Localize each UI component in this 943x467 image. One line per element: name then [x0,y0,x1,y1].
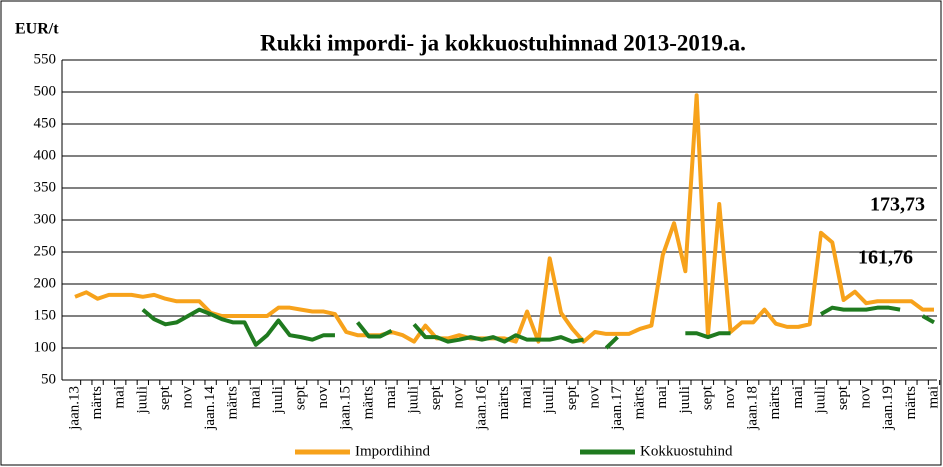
x-tick-label: juuli [270,386,286,415]
x-tick-label: sept [564,385,580,410]
x-tick-label: mai [247,386,263,409]
x-tick-label: sept [157,385,173,410]
legend-label: Kokkuostuhind [640,443,733,459]
x-tick-label: sept [835,385,851,410]
x-tick-label: märts [496,386,512,419]
annotation: 161,76 [858,247,913,269]
x-tick-label: juuli [406,386,422,415]
y-tick-label: 50 [41,371,56,387]
x-tick-label: sept [292,385,308,410]
legend-label: Impordihind [355,443,430,459]
x-tick-label: nov [315,386,331,409]
x-tick-label: mai [112,386,128,409]
y-tick-label: 200 [34,275,57,291]
x-tick-label: mai [790,386,806,409]
x-tick-label: märts [903,386,919,419]
x-tick-label: nov [722,386,738,409]
y-tick-label: 150 [34,307,57,323]
x-tick-label: juuli [134,386,150,415]
y-axis-label: EUR/t [15,21,59,38]
x-tick-label: jaan.18 [745,386,761,431]
series-line [74,93,934,344]
x-tick-label: jaan.14 [202,386,218,431]
x-tick-label: mai [383,386,399,409]
x-tick-label: märts [360,386,376,419]
x-tick-label: sept [428,385,444,410]
x-tick-label: sept [699,385,715,410]
x-tick-label: jaan.16 [473,386,489,431]
chart-title: Rukki impordi- ja kokkuostuhinnad 2013-2… [260,30,746,55]
x-tick-label: mai [925,386,941,409]
x-tick-label: märts [632,386,648,419]
y-tick-label: 100 [34,339,57,355]
y-tick-label: 500 [34,83,57,99]
x-tick-label: juuli [677,386,693,415]
x-tick-label: märts [225,386,241,419]
x-tick-label: märts [767,386,783,419]
y-tick-label: 550 [34,51,57,67]
x-tick-label: mai [654,386,670,409]
x-tick-label: juuli [541,386,557,415]
x-tick-label: jaan.17 [609,386,625,431]
x-tick-label: nov [179,386,195,409]
y-tick-label: 350 [34,179,57,195]
x-tick-label: mai [519,386,535,409]
y-tick-label: 300 [34,211,57,227]
x-tick-label: juuli [812,386,828,415]
x-tick-label: märts [89,386,105,419]
y-tick-label: 450 [34,115,57,131]
annotation: 173,73 [870,194,925,216]
x-tick-label: jaan.19 [880,386,896,431]
y-tick-label: 400 [34,147,57,163]
x-tick-label: nov [858,386,874,409]
x-tick-label: jaan.13 [66,386,82,431]
y-tick-label: 250 [34,243,57,259]
series-line [141,305,935,350]
x-tick-label: jaan.15 [338,386,354,431]
x-tick-label: nov [586,386,602,409]
x-tick-label: nov [451,386,467,409]
